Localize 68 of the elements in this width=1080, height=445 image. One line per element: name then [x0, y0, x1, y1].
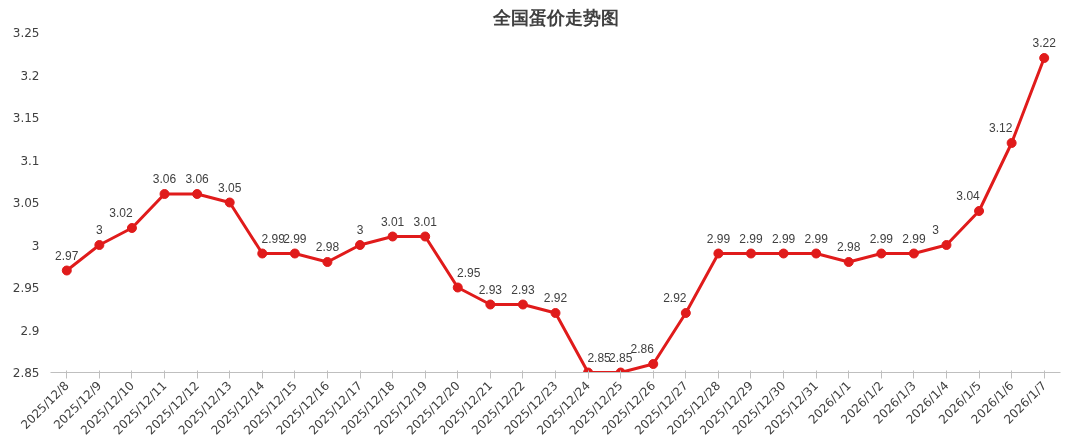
data-label: 2.99: [706, 231, 731, 246]
point: [420, 231, 431, 242]
y-tick-label: 2.9: [20, 323, 40, 338]
point: [192, 189, 203, 199]
y-tick-label: 3: [31, 238, 40, 253]
data-label: 2.92: [543, 291, 568, 305]
point: [126, 223, 137, 233]
data-label: 3.01: [413, 214, 438, 229]
point: [355, 240, 366, 250]
data-label: 3.05: [218, 180, 242, 195]
data-label: 2.92: [663, 291, 687, 305]
y-tick-label: 3.2: [20, 68, 40, 83]
data-label: 3.06: [185, 172, 210, 186]
data-label: 2.99: [283, 231, 307, 246]
point: [745, 248, 756, 259]
point: [811, 248, 822, 259]
data-label: 2.99: [804, 231, 829, 246]
point: [778, 248, 789, 259]
data-label: 2.86: [630, 342, 655, 356]
point: [61, 265, 72, 276]
point: [517, 299, 528, 310]
point: [680, 308, 691, 318]
data-label: 3.12: [988, 121, 1013, 135]
point: [713, 248, 724, 259]
point: [1039, 53, 1050, 63]
data-label: 3.22: [1032, 36, 1057, 50]
y-tick-label: 3.15: [12, 111, 40, 125]
data-label: 3.01: [380, 214, 405, 229]
data-label: 3.04: [956, 189, 981, 203]
chart-title: 全国蛋价走势图: [491, 7, 619, 28]
y-tick-label: 3.25: [12, 26, 40, 40]
point: [876, 248, 887, 259]
y-tick-label: 3.05: [12, 196, 40, 210]
data-label: 2.93: [478, 282, 503, 297]
data-label: 3.06: [152, 172, 177, 186]
data-label: 3: [356, 223, 364, 237]
point: [289, 248, 300, 259]
point: [648, 359, 659, 369]
point: [387, 231, 398, 242]
data-label: 2.99: [261, 231, 286, 246]
data-label: 2.99: [902, 231, 926, 246]
data-label: 2.95: [457, 265, 481, 280]
point: [974, 206, 985, 216]
data-label: 3.02: [109, 206, 133, 220]
data-label: 2.99: [739, 231, 763, 246]
y-tick-label: 3.1: [20, 153, 40, 168]
data-label: 2.98: [837, 240, 861, 254]
y-tick-label: 2.95: [12, 281, 40, 295]
point: [908, 248, 919, 259]
point: [322, 257, 333, 267]
data-label: 2.93: [511, 282, 535, 297]
data-label: 2.98: [315, 240, 340, 254]
y-tick-label: 2.85: [12, 366, 40, 380]
data-label: 3: [932, 223, 940, 237]
data-label: 2.99: [771, 231, 796, 246]
point: [941, 240, 952, 250]
point: [452, 282, 463, 293]
point: [1006, 138, 1017, 148]
data-label: 2.97: [55, 248, 79, 263]
data-label: 2.99: [869, 231, 894, 246]
point: [257, 248, 268, 259]
point: [550, 308, 561, 318]
data-label: 3: [96, 223, 104, 237]
point: [159, 189, 170, 199]
point: [843, 257, 854, 267]
point: [224, 197, 235, 208]
point: [485, 299, 496, 310]
point: [94, 240, 105, 250]
